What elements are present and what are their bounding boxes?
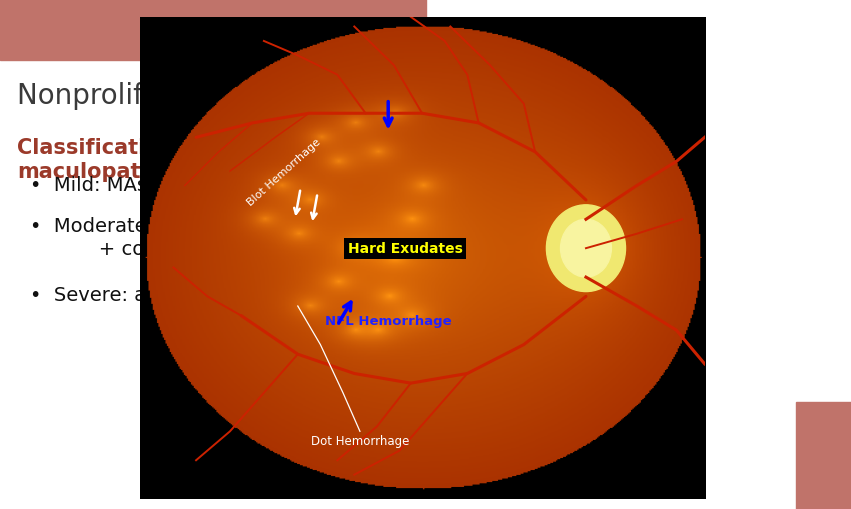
Ellipse shape	[561, 220, 611, 277]
Bar	[796, 402, 851, 509]
Text: •  Moderate: MA + hard exudates/blot hemorrhage
           + cotton wool spots: • Moderate: MA + hard exudates/blot hemo…	[30, 216, 528, 259]
Text: Hard Exudates: Hard Exudates	[348, 242, 463, 256]
Text: Nonproliferative Retinopathy: Nonproliferative Retinopathy	[17, 81, 417, 109]
Text: Blot Hemorrhage: Blot Hemorrhage	[245, 136, 323, 207]
Ellipse shape	[546, 206, 625, 292]
Text: •  Severe: any of above changes: • Severe: any of above changes	[30, 285, 349, 304]
Text: NFL Hemorrhage: NFL Hemorrhage	[325, 315, 452, 327]
Bar	[0, 0, 426, 61]
Text: Classification (with or without
maculopathy):: Classification (with or without maculopa…	[17, 137, 372, 182]
Text: Dot Hemorrhage: Dot Hemorrhage	[311, 435, 409, 447]
Text: •  Mild: MAs only: • Mild: MAs only	[30, 176, 194, 194]
